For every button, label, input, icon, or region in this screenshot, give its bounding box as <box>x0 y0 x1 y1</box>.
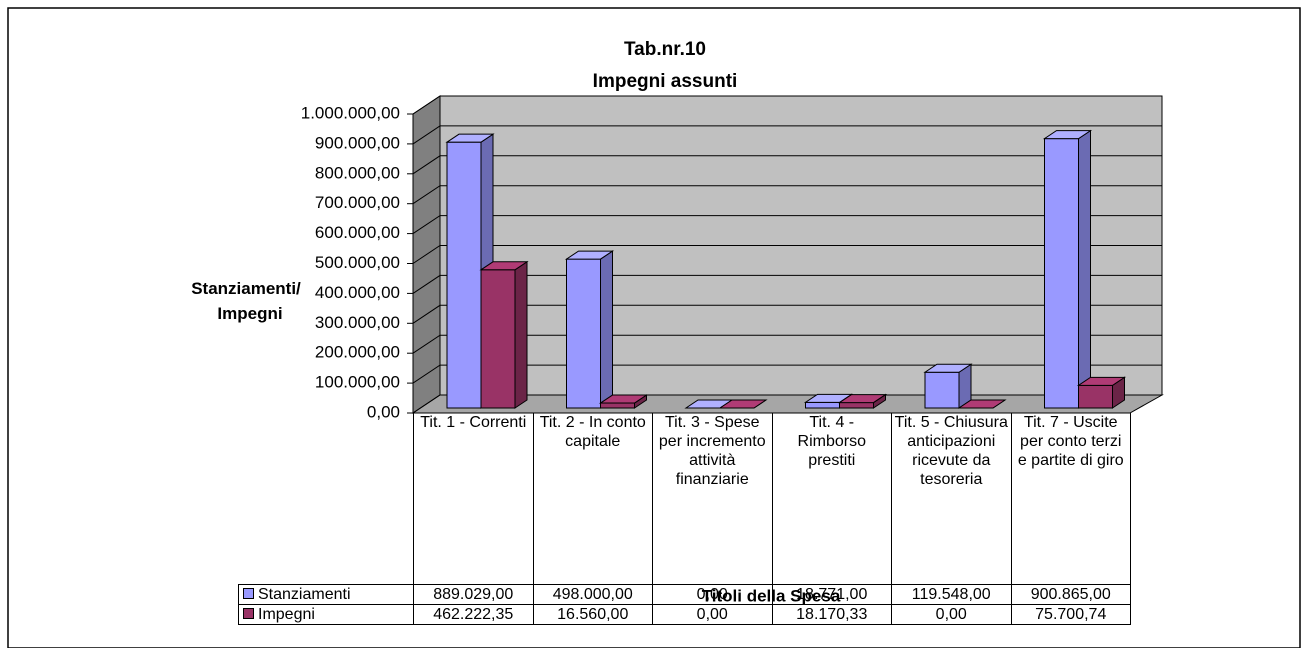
grid-line <box>412 95 1162 115</box>
bar-top <box>718 399 768 409</box>
legend-label: Stanziamenti <box>258 586 351 603</box>
bar-front <box>480 269 516 409</box>
grid-line <box>412 304 1162 324</box>
legend-entry: Impegni <box>238 604 414 625</box>
data-label: 18.170,33 <box>771 604 892 625</box>
bar-top <box>1042 130 1093 140</box>
bar-top <box>445 133 495 143</box>
grid-line <box>412 394 1162 414</box>
data-label: 0,00 <box>652 584 773 605</box>
bar <box>718 399 768 409</box>
bar <box>923 363 973 409</box>
data-label: 0,00 <box>891 604 1012 625</box>
bar-front <box>600 402 635 409</box>
bar-top <box>598 394 649 404</box>
bar-top <box>564 250 615 260</box>
y-tick-label: 0,00 <box>367 402 400 421</box>
table-row: Impegni 462.222,35 16.560,00 0,00 18.170,33 0… <box>238 604 1131 625</box>
x-tick-label: Tit. 1 - Correnti <box>413 413 534 585</box>
bar <box>1042 129 1093 409</box>
bar <box>479 260 529 409</box>
data-label: 16.560,00 <box>532 604 653 625</box>
x-tick-label: Tit. 4 - Rimborso prestiti <box>771 413 892 585</box>
bar-front <box>1078 384 1113 409</box>
grid-line <box>412 364 1162 384</box>
bar-top <box>479 261 529 271</box>
bar-top <box>1076 376 1127 386</box>
grid-line <box>412 245 1162 264</box>
legend-entry: Stanziamenti <box>238 584 414 605</box>
data-label: 900.865,00 <box>1010 584 1131 605</box>
bar-front <box>566 258 601 409</box>
legend-label: Impegni <box>258 606 315 623</box>
data-label: 0,00 <box>652 604 773 625</box>
bar-top <box>837 394 888 404</box>
y-axis-title: Stanziamenti/Impegni <box>191 279 301 323</box>
bar <box>837 393 888 409</box>
bar-front <box>805 401 840 409</box>
x-tick-label: Tit. 5 - Chiusura anticipazioni ricevute… <box>891 413 1012 585</box>
y-tick-label: 100.000,00 <box>315 373 400 392</box>
y-tick-label: 600.000,00 <box>315 223 400 242</box>
y-tick-label: 200.000,00 <box>315 343 400 362</box>
x-tick-label: Tit. 2 - In conto capitale <box>532 413 653 585</box>
y-tick-label: 1.000.000,00 <box>301 103 400 122</box>
bar <box>598 394 649 409</box>
y-tick-label: 700.000,00 <box>315 193 400 212</box>
bar-front <box>839 402 874 409</box>
bar-front <box>1044 138 1079 409</box>
y-tick-label: 500.000,00 <box>315 253 400 272</box>
y-tick-label: 800.000,00 <box>315 163 400 182</box>
bar-side <box>600 250 613 409</box>
grid-line <box>412 155 1162 175</box>
data-label: 119.548,00 <box>891 584 1012 605</box>
legend-key <box>243 608 254 619</box>
data-label: 18.771,00 <box>771 584 892 605</box>
bar-front <box>446 141 482 409</box>
y-tick-label: 400.000,00 <box>315 283 400 302</box>
data-table: Tit. 1 - Correnti Tit. 2 - In conto capit… <box>238 413 1131 625</box>
y-tick-label: 900.000,00 <box>315 133 400 152</box>
grid-line <box>412 274 1162 294</box>
bar-side <box>514 260 528 409</box>
bar-front <box>924 371 960 409</box>
table-row: Stanziamenti 889.029,00 498.000,00 0,00 18.7… <box>238 584 1131 605</box>
data-label: 498.000,00 <box>532 584 653 605</box>
chart-subtitle: Impegni assunti <box>593 71 738 92</box>
data-label: 462.222,35 <box>413 604 534 625</box>
x-tick-label: Tit. 7 - Uscite per conto terzi e partit… <box>1010 413 1131 585</box>
grid-line <box>412 334 1162 354</box>
chart-title: Tab.nr.10 <box>624 39 706 60</box>
bar <box>1076 376 1127 409</box>
bar-side <box>1078 129 1091 409</box>
grid-line <box>412 125 1162 145</box>
bar <box>564 250 615 409</box>
grid-line <box>412 185 1162 205</box>
y-tick-label: 300.000,00 <box>315 313 400 332</box>
grid-line <box>412 215 1162 235</box>
bar <box>957 399 1007 409</box>
bar-top <box>957 399 1007 409</box>
data-label: 75.700,74 <box>1010 604 1131 625</box>
legend-key <box>243 588 254 599</box>
data-label: 889.029,00 <box>413 584 534 605</box>
bar-top <box>923 363 973 373</box>
x-tick-label: Tit. 3 - Spese per incremento attività f… <box>652 413 773 585</box>
frame <box>7 7 1301 648</box>
